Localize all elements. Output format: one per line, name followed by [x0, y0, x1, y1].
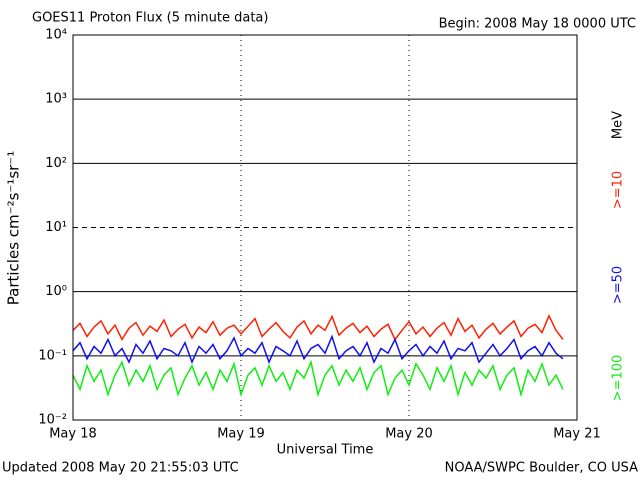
x-tick-label: May 18 — [49, 427, 97, 442]
x-tick-label: May 21 — [553, 427, 601, 442]
legend-label: >=50 — [611, 266, 626, 304]
updated-time: Updated 2008 May 20 21:55:03 UTC — [2, 461, 239, 476]
chart-title: GOES11 Proton Flux (5 minute data) — [32, 11, 268, 26]
series-line — [72, 334, 564, 365]
series-line — [72, 359, 564, 398]
plot-frame — [72, 34, 578, 421]
x-axis-label: Universal Time — [277, 443, 374, 458]
y-axis-label: Particles cm⁻²s⁻¹sr⁻¹ — [5, 151, 23, 305]
begin-time: Begin: 2008 May 18 0000 UTC — [439, 17, 636, 32]
y-tick-label: 10⁴ — [45, 28, 67, 43]
x-tick-label: May 20 — [385, 427, 433, 442]
y-tick-label: 10⁻² — [38, 413, 67, 428]
y-tick-label: 10⁰ — [45, 284, 67, 299]
y-tick-label: 10³ — [45, 92, 67, 107]
y-tick-label: 10¹ — [45, 220, 67, 235]
legend-unit: MeV — [611, 111, 626, 139]
y-tick-label: 10⁻¹ — [38, 348, 67, 363]
legend-label: >=100 — [611, 355, 626, 402]
legend-label: >=10 — [611, 171, 626, 209]
x-tick-label: May 19 — [217, 427, 265, 442]
y-tick-label: 10² — [45, 156, 67, 171]
series-line — [72, 313, 564, 342]
credit: NOAA/SWPC Boulder, CO USA — [445, 461, 638, 476]
